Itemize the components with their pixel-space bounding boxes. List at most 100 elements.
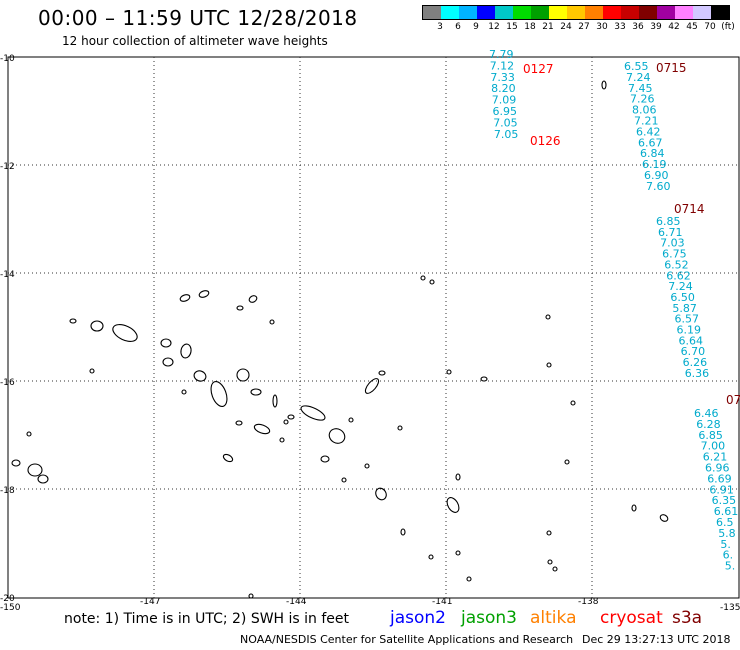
island-outline — [236, 368, 250, 382]
color-scale-label: 33 — [614, 22, 626, 32]
wave-height-value: 7.12 — [490, 59, 515, 72]
wave-height-value: 7.05 — [494, 128, 519, 141]
island-outline — [341, 477, 347, 483]
wave-height-value: 6.26 — [683, 356, 708, 369]
wave-height-value: 6.19 — [642, 158, 667, 171]
wave-height-value: 6.5 — [716, 516, 734, 529]
color-swatch — [477, 6, 495, 19]
island-outline — [546, 530, 552, 536]
island-outline — [26, 431, 32, 437]
color-swatch — [513, 6, 531, 19]
wave-height-value: 7.05 — [493, 116, 518, 129]
color-scale-label: 24 — [560, 22, 572, 32]
island-outline — [455, 473, 461, 481]
island-outline — [364, 378, 380, 394]
island-outline — [400, 528, 406, 536]
wave-height-value: 6.19 — [677, 324, 702, 337]
x-tick-label: -135 — [720, 603, 740, 613]
island-outline — [300, 405, 326, 421]
wave-height-value: 6.21 — [703, 451, 728, 464]
island-outline — [455, 550, 461, 556]
wave-height-value: 6.62 — [666, 269, 691, 282]
island-outline — [112, 324, 138, 342]
island-outline — [552, 566, 558, 572]
y-tick-label: -10 — [0, 54, 15, 64]
island-outline — [320, 455, 330, 463]
x-tick-label: -147 — [140, 597, 160, 607]
wave-height-value: 6.85 — [698, 429, 723, 442]
wave-height-value: 7.45 — [628, 82, 653, 95]
wave-height-value: 5. — [720, 538, 731, 551]
y-tick-label: -14 — [0, 270, 15, 280]
color-swatch — [675, 6, 693, 19]
island-outline — [397, 425, 403, 431]
wave-height-value: 6.46 — [694, 407, 719, 420]
wave-height-value: 6. — [723, 549, 734, 562]
wave-height-value: 7.24 — [668, 280, 693, 293]
wave-height-value: 7.03 — [660, 237, 685, 250]
wave-height-value: 6.96 — [705, 462, 730, 475]
color-swatch — [657, 6, 675, 19]
map-title: 00:00 – 11:59 UTC 12/28/2018 — [38, 6, 358, 30]
wave-height-value: 7.00 — [701, 440, 726, 453]
wave-height-value: 6.57 — [675, 313, 700, 326]
wave-height-value: 6.55 — [624, 60, 649, 73]
satellite-legend-item: s3a — [672, 608, 703, 628]
color-swatch — [693, 6, 711, 19]
island-outline — [37, 474, 49, 484]
wave-height-value: 7.33 — [490, 71, 515, 84]
wave-height-value: 6.84 — [640, 147, 665, 160]
pass-time-label: 0714 — [674, 202, 705, 216]
color-swatch — [711, 6, 729, 19]
wave-height-value: 7.24 — [626, 71, 651, 84]
footer-note: note: 1) Time is in UTC; 2) SWH is in fe… — [64, 611, 350, 627]
color-swatch — [441, 6, 459, 19]
color-scale-label: 27 — [578, 22, 590, 32]
x-tick-label: -144 — [286, 597, 307, 607]
color-scale-label: 9 — [473, 22, 479, 32]
island-outline — [429, 279, 435, 285]
y-tick-label: -16 — [0, 378, 15, 388]
map-grid — [7, 56, 740, 599]
color-scale-label: 70 — [704, 22, 716, 32]
map-subtitle: 12 hour collection of altimeter wave hei… — [62, 34, 328, 48]
wave-height-value: 6.50 — [670, 291, 695, 304]
wave-height-value: 6.61 — [714, 505, 739, 518]
satellite-legend-item: jason3 — [461, 608, 517, 628]
color-swatch — [567, 6, 585, 19]
pass-time-label: 0126 — [530, 134, 561, 148]
island-outline — [631, 504, 637, 512]
color-swatch — [459, 6, 477, 19]
map-frame — [7, 56, 740, 599]
island-outline — [545, 314, 551, 320]
island-outline — [287, 414, 295, 420]
island-outline — [11, 459, 21, 467]
wave-height-value: 6.71 — [658, 226, 683, 239]
island-outline — [236, 305, 244, 311]
pass-time-label: 0715 — [656, 61, 687, 75]
wave-height-value: 6.67 — [638, 136, 663, 149]
pass-time-label: 0127 — [523, 62, 554, 76]
island-outline — [348, 417, 354, 423]
island-outline — [446, 369, 452, 375]
island-outline — [162, 357, 174, 367]
island-outline — [547, 559, 553, 565]
island-outline — [279, 437, 285, 443]
color-swatch — [603, 6, 621, 19]
footer-credit: NOAA/NESDIS Center for Satellite Applica… — [240, 633, 574, 646]
color-scale-label: 15 — [506, 22, 518, 32]
island-outline — [480, 376, 488, 382]
wave-height-value: 8.06 — [632, 104, 657, 117]
color-scale-label: 3 — [437, 22, 443, 32]
wave-height-value: 6.64 — [679, 334, 704, 347]
island-outline — [446, 497, 460, 513]
color-swatch — [621, 6, 639, 19]
island-outline — [180, 343, 192, 359]
wave-height-value: 7.60 — [646, 180, 671, 193]
color-swatch — [585, 6, 603, 19]
island-outline — [89, 368, 95, 374]
island-outline — [248, 295, 258, 303]
island-outline — [272, 394, 278, 408]
